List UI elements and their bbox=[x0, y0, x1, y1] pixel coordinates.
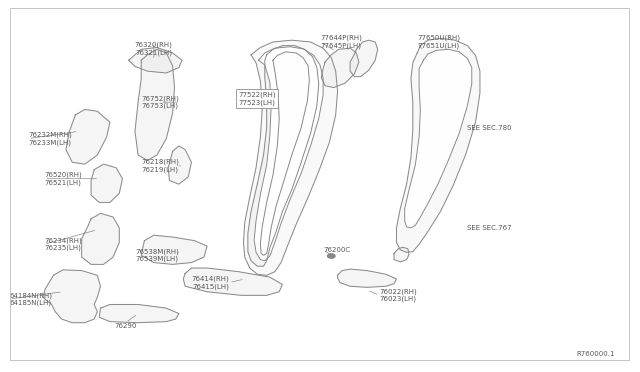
Polygon shape bbox=[254, 47, 323, 261]
Polygon shape bbox=[243, 40, 337, 275]
Text: 76414(RH)
76415(LH): 76414(RH) 76415(LH) bbox=[191, 276, 229, 290]
Text: 76218(RH)
76219(LH): 76218(RH) 76219(LH) bbox=[141, 159, 179, 173]
Polygon shape bbox=[248, 46, 319, 266]
Polygon shape bbox=[135, 49, 175, 160]
Text: 76022(RH)
76023(LH): 76022(RH) 76023(LH) bbox=[380, 288, 417, 302]
Polygon shape bbox=[99, 304, 179, 323]
Polygon shape bbox=[82, 214, 119, 264]
Polygon shape bbox=[337, 269, 397, 287]
Polygon shape bbox=[260, 52, 309, 255]
Polygon shape bbox=[91, 164, 122, 202]
Polygon shape bbox=[43, 270, 100, 323]
Text: 77522(RH)
77523(LH): 77522(RH) 77523(LH) bbox=[239, 92, 276, 106]
Polygon shape bbox=[129, 48, 182, 73]
Text: 76520(RH)
76521(LH): 76520(RH) 76521(LH) bbox=[44, 172, 82, 186]
Polygon shape bbox=[66, 109, 110, 164]
Text: R760000.1: R760000.1 bbox=[576, 351, 615, 357]
Polygon shape bbox=[394, 247, 409, 262]
Text: 77650U(RH)
77651U(LH): 77650U(RH) 77651U(LH) bbox=[417, 35, 460, 49]
Text: 77644P(RH)
77645P(LH): 77644P(RH) 77645P(LH) bbox=[320, 35, 362, 49]
Text: 76538M(RH)
76539M(LH): 76538M(RH) 76539M(LH) bbox=[135, 248, 179, 262]
Polygon shape bbox=[350, 40, 378, 77]
Text: 64184N(RH)
64185N(LH): 64184N(RH) 64185N(LH) bbox=[10, 292, 52, 306]
Text: 76290: 76290 bbox=[115, 323, 137, 329]
Polygon shape bbox=[183, 268, 282, 295]
Text: SEE SEC.780: SEE SEC.780 bbox=[467, 125, 512, 131]
Text: 76234(RH)
76235(LH): 76234(RH) 76235(LH) bbox=[44, 237, 82, 251]
Polygon shape bbox=[321, 48, 359, 87]
Polygon shape bbox=[397, 38, 480, 252]
Text: 76752(RH)
76753(LH): 76752(RH) 76753(LH) bbox=[141, 95, 179, 109]
Polygon shape bbox=[141, 235, 207, 264]
Text: 76200C: 76200C bbox=[323, 247, 350, 253]
Circle shape bbox=[328, 254, 335, 258]
Text: 76232M(RH)
76233M(LH): 76232M(RH) 76233M(LH) bbox=[28, 132, 72, 145]
Polygon shape bbox=[168, 146, 191, 184]
Text: 76320(RH)
76321(LH): 76320(RH) 76321(LH) bbox=[135, 42, 173, 56]
Polygon shape bbox=[404, 49, 472, 228]
Text: SEE SEC.767: SEE SEC.767 bbox=[467, 225, 512, 231]
